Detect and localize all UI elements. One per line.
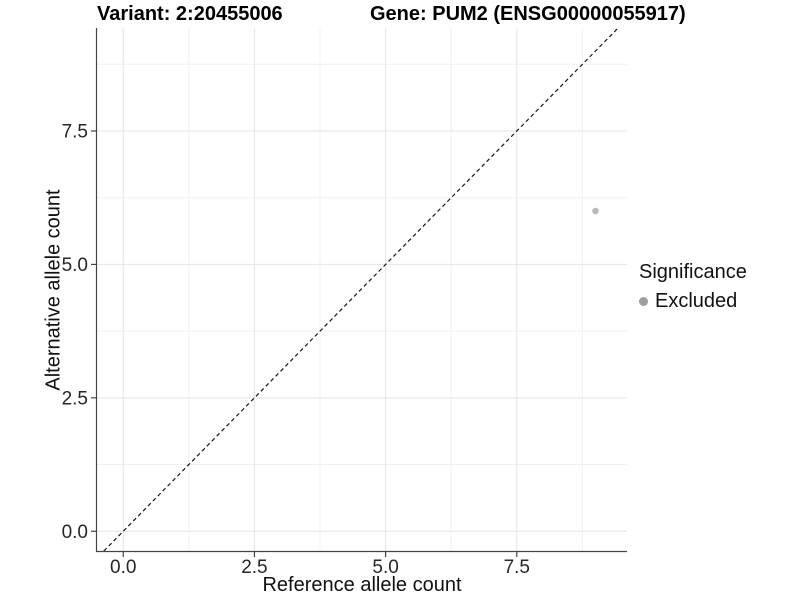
x-tick-label: 5.0 xyxy=(372,557,398,578)
y-tick-label: 7.5 xyxy=(62,121,88,142)
y-tick-label: 0.0 xyxy=(62,522,88,543)
x-axis-title: Reference allele count xyxy=(262,574,462,596)
identity-line xyxy=(103,27,619,552)
gene-title: Gene: PUM2 (ENSG00000055917) xyxy=(370,3,686,25)
y-axis-title-text: Alternative allele count xyxy=(42,189,65,391)
legend: Significance Excluded xyxy=(639,261,747,313)
x-tick-label: 2.5 xyxy=(241,557,267,578)
y-tick-label: 5.0 xyxy=(62,255,88,276)
x-tick-label: 0.0 xyxy=(110,557,136,578)
legend-entry-label: Excluded xyxy=(655,290,738,312)
legend-title: Significance xyxy=(639,261,747,283)
variant-title: Variant: 2:20455006 xyxy=(97,3,283,25)
excluded-point-icon xyxy=(639,297,648,306)
legend-entry-excluded: Excluded xyxy=(639,290,747,313)
y-tick-label: 2.5 xyxy=(62,388,88,409)
x-tick-label: 7.5 xyxy=(504,557,530,578)
data-point xyxy=(592,207,599,215)
